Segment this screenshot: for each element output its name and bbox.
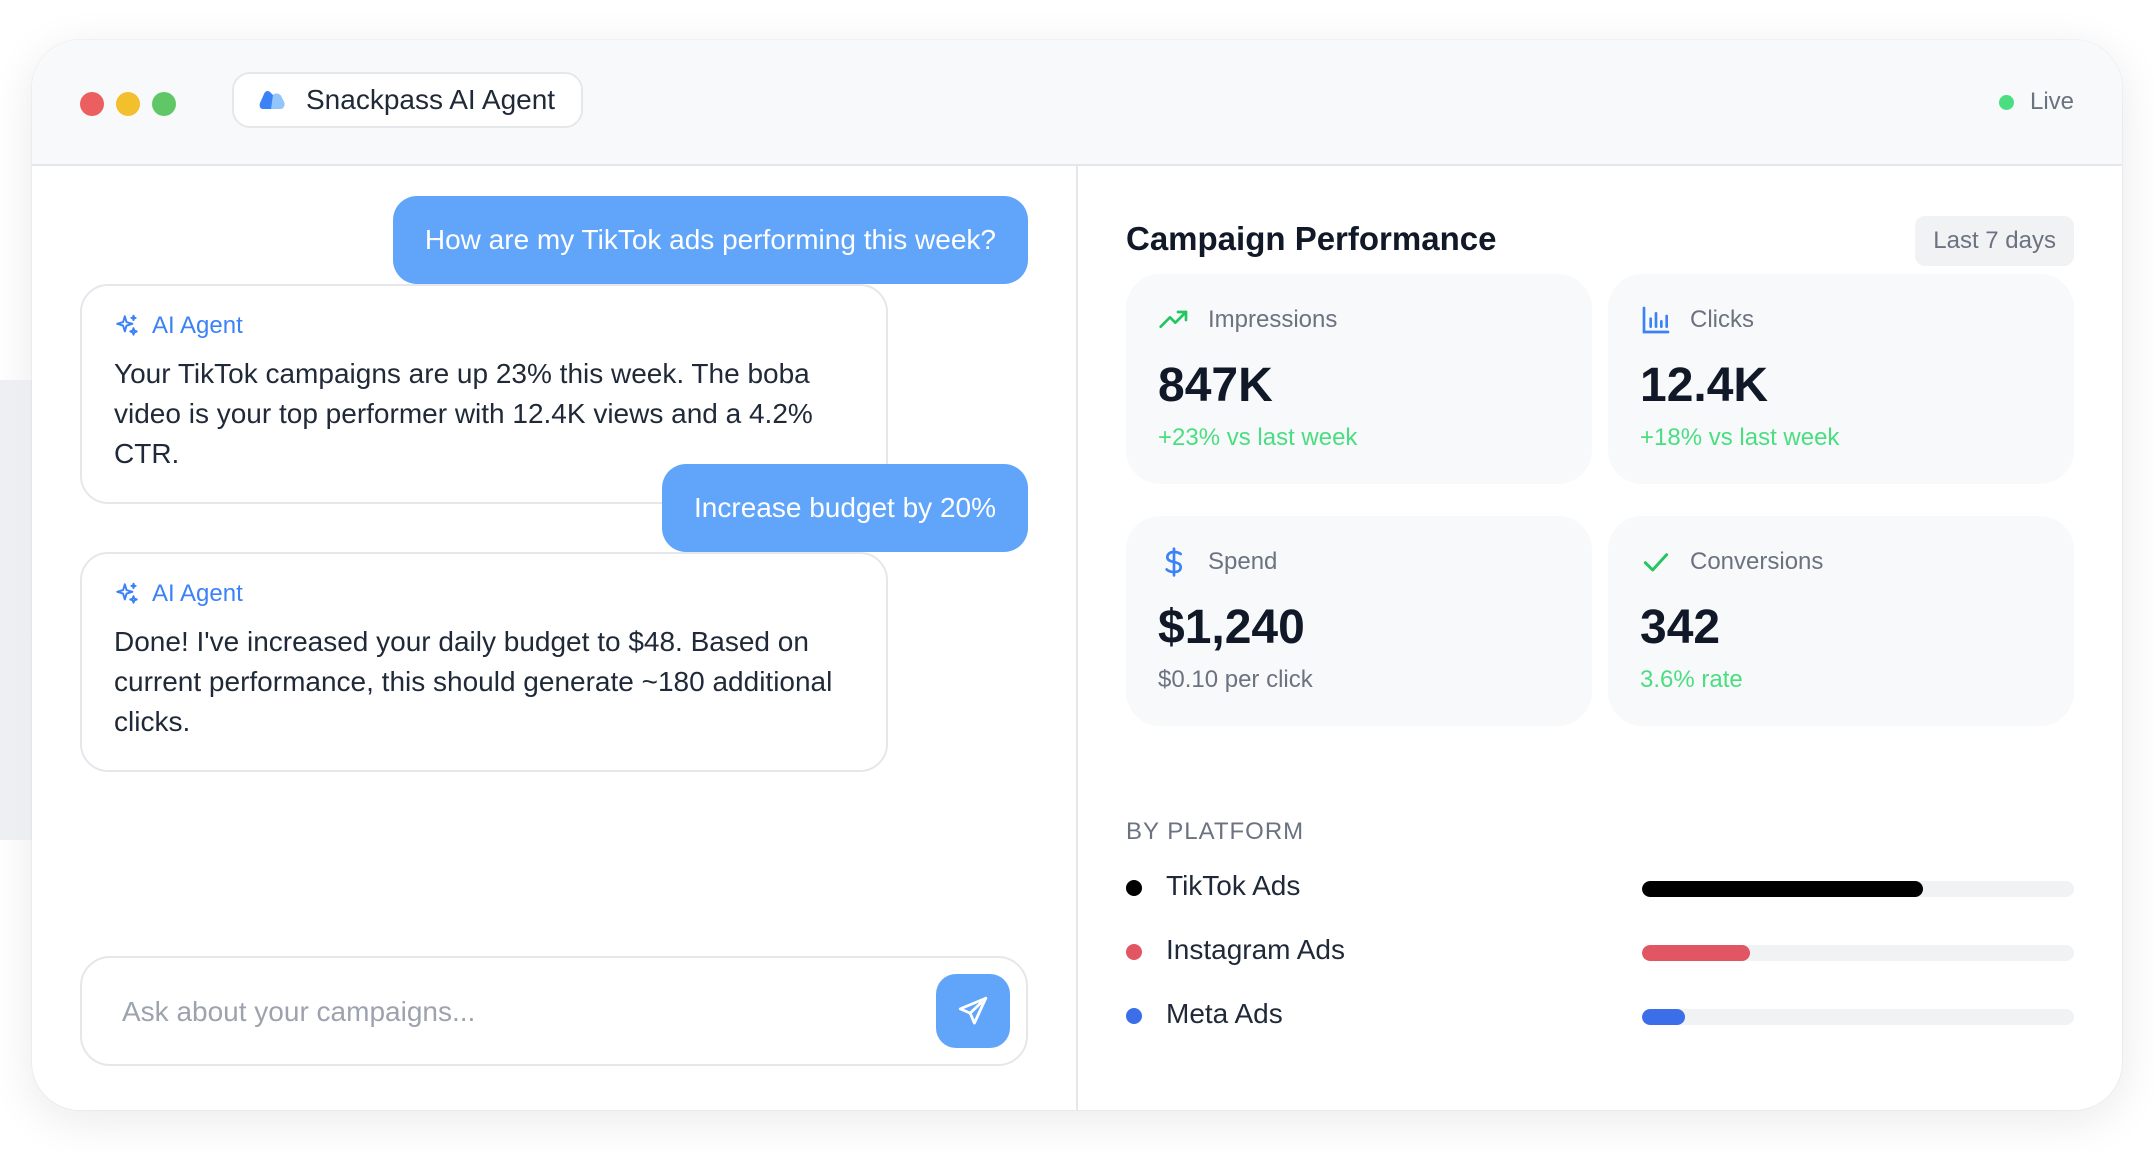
send-icon <box>958 996 988 1025</box>
live-status: Live <box>1998 88 2074 116</box>
metric-value: 342 <box>1640 601 1721 654</box>
app-title: Snackpass AI Agent <box>306 84 556 115</box>
platform-bar-fill <box>1642 945 1750 961</box>
platform-bar-track <box>1642 1009 2074 1025</box>
user-message: How are my TikTok ads performing this we… <box>392 196 1028 284</box>
metric-subtext: +18% vs last week <box>1640 424 1840 451</box>
metric-value: 12.4K <box>1640 359 1769 412</box>
metric-label: Clicks <box>1690 306 1754 333</box>
platform-bar-fill <box>1642 881 1923 897</box>
metric-subtext: $0.10 per click <box>1158 666 1313 693</box>
agent-sender-name: AI Agent <box>152 580 243 607</box>
bar-chart-icon <box>1642 306 1670 334</box>
platform-bar-track <box>1642 881 2074 897</box>
dollar-icon <box>1165 547 1183 577</box>
platform-name: TikTok Ads <box>1166 870 1301 901</box>
platform-bar-track <box>1642 945 2074 961</box>
user-message: Increase budget by 20% <box>662 464 1028 552</box>
agent-sender-name: AI Agent <box>152 312 243 339</box>
title-bar: Snackpass AI Agent Live <box>32 40 2122 166</box>
platform-bar-fill <box>1642 1009 1686 1025</box>
platform-row-instagram: Instagram Ads <box>1126 932 2074 972</box>
metric-value: 847K <box>1158 359 1273 412</box>
chat-input-box <box>80 956 1028 1066</box>
window-close-button[interactable] <box>80 92 104 116</box>
app-window: Snackpass AI Agent Live How are my TikTo… <box>32 40 2122 1110</box>
metric-card-clicks: Clicks 12.4K +18% vs last week <box>1608 274 2074 484</box>
chat-input[interactable] <box>120 984 884 1040</box>
platform-name: Instagram Ads <box>1166 934 1345 965</box>
platform-row-meta: Meta Ads <box>1126 996 2074 1036</box>
window-minimize-button[interactable] <box>116 92 140 116</box>
metric-value: $1,240 <box>1158 601 1305 654</box>
metric-card-impressions: Impressions 847K +23% vs last week <box>1126 274 1592 484</box>
date-range-selector[interactable]: Last 7 days <box>1915 216 2074 266</box>
agent-message: AI Agent Your TikTok campaigns are up 23… <box>80 284 888 504</box>
live-status-dot <box>1998 94 2014 110</box>
metric-card-conversions: Conversions 342 3.6% rate <box>1608 516 2074 726</box>
live-status-text: Live <box>2029 88 2074 115</box>
window-maximize-button[interactable] <box>152 92 176 116</box>
platform-dot <box>1126 944 1142 960</box>
agent-message: AI Agent Done! I've increased your daily… <box>80 552 888 772</box>
platform-dot <box>1126 1008 1142 1024</box>
cloud-logo-icon <box>259 90 285 109</box>
panel-title: Campaign Performance <box>1126 220 1497 257</box>
agent-message-text: Your TikTok campaigns are up 23% this we… <box>114 358 813 469</box>
agent-message-header: AI Agent <box>114 580 856 608</box>
trending-up-icon <box>1159 310 1188 328</box>
metric-label: Conversions <box>1690 548 1824 575</box>
agent-message-header: AI Agent <box>114 312 856 340</box>
sparkles-icon <box>116 314 138 336</box>
metric-subtext: 3.6% rate <box>1640 666 1743 693</box>
platform-dot <box>1126 880 1142 896</box>
send-button[interactable] <box>936 974 1010 1048</box>
platform-row-tiktok: TikTok Ads <box>1126 868 2074 908</box>
check-icon <box>1643 553 1669 572</box>
metric-label: Spend <box>1208 548 1278 575</box>
app-title-chip: Snackpass AI Agent <box>232 72 584 128</box>
metric-card-spend: Spend $1,240 $0.10 per click <box>1126 516 1592 726</box>
campaign-panel: Campaign Performance Last 7 days Impress… <box>1078 166 2122 1110</box>
agent-message-text: Done! I've increased your daily budget t… <box>114 626 833 737</box>
platform-name: Meta Ads <box>1166 998 1283 1029</box>
chat-pane: How are my TikTok ads performing this we… <box>32 166 1076 1110</box>
metric-subtext: +23% vs last week <box>1158 424 1358 451</box>
sparkles-icon <box>116 582 138 604</box>
metric-label: Impressions <box>1208 306 1338 333</box>
pane-divider <box>1076 166 1078 1110</box>
platform-heading: BY PLATFORM <box>1126 818 1305 845</box>
